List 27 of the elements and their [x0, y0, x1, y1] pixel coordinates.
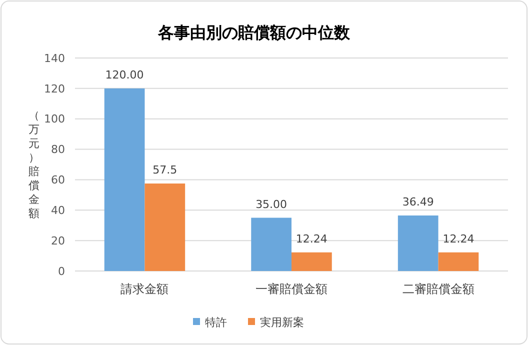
bar: [251, 218, 292, 271]
y-tick-label: 120: [44, 82, 65, 96]
bar: [438, 252, 479, 271]
bar: [398, 215, 438, 271]
y-axis-title: （万元）賠償金額: [28, 108, 40, 220]
y-tick-label: 20: [51, 234, 65, 248]
y-tick-label: 140: [44, 52, 65, 65]
data-label: 36.49: [402, 195, 434, 208]
x-tick-label: 一審賠償金額: [256, 282, 328, 296]
bar: [292, 252, 332, 271]
chart-title: 各事由別の賠償額の中位数: [157, 23, 351, 42]
data-label: 12.24: [442, 232, 474, 246]
bar: [104, 88, 145, 271]
y-tick-label: 100: [44, 112, 65, 126]
data-label: 35.00: [256, 198, 288, 211]
y-tick-label: 40: [51, 204, 65, 217]
data-label: 12.24: [296, 232, 328, 246]
x-tick-label: 二審賠償金額: [402, 282, 474, 296]
legend-label: 実用新案: [260, 316, 304, 329]
y-tick-label: 0: [58, 264, 65, 278]
bar: [144, 184, 186, 271]
data-label: 57.5: [152, 164, 178, 177]
y-tick-label: 80: [51, 143, 65, 156]
data-label: 120.00: [105, 68, 144, 82]
x-tick-label: 請求金額: [120, 282, 169, 296]
y-tick-label: 60: [51, 174, 65, 187]
legend-label: 特許: [205, 316, 227, 329]
